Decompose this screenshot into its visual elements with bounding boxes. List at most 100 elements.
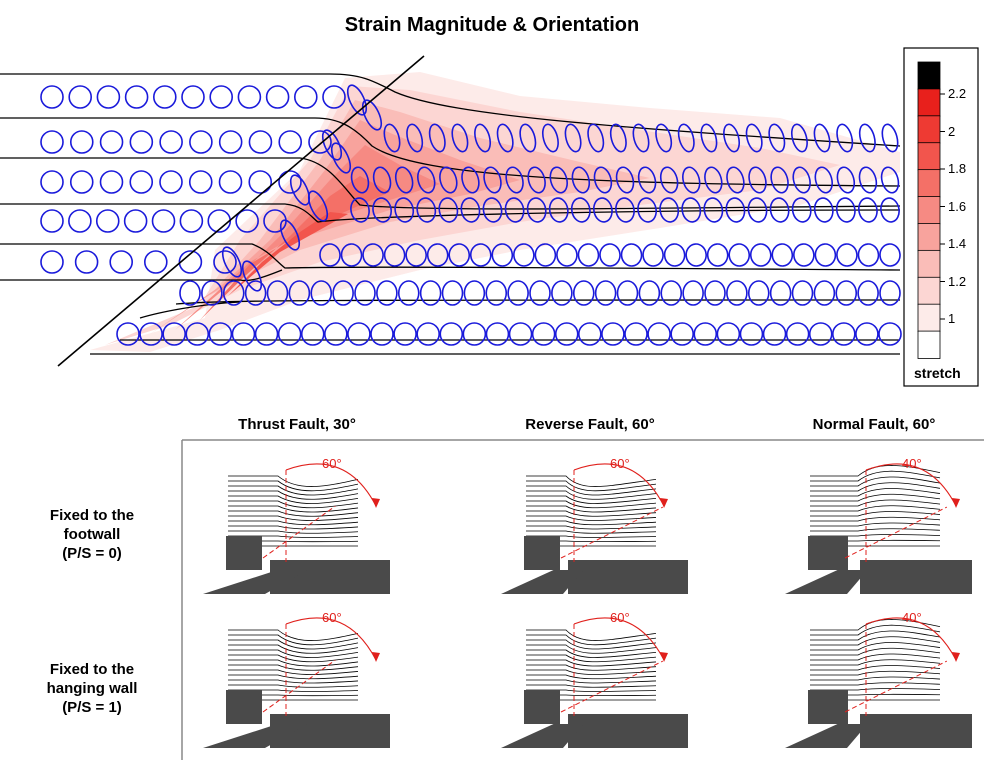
panel-layer-line <box>228 485 359 496</box>
strain-marker <box>564 123 582 153</box>
strain-marker <box>109 250 133 274</box>
strain-marker <box>354 280 376 306</box>
strain-marker <box>769 280 792 306</box>
panel-layer-line <box>810 665 941 671</box>
strain-marker <box>704 166 723 194</box>
strain-marker <box>881 123 899 153</box>
strain-marker <box>248 170 273 194</box>
angle-arrowhead <box>952 498 960 508</box>
panel-layer-line <box>228 495 359 504</box>
strain-marker <box>814 166 833 194</box>
fault-wedge <box>501 570 584 594</box>
strain-marker <box>632 123 650 153</box>
colorbar-tick-label: 1.8 <box>948 161 967 176</box>
strain-marker <box>572 280 595 306</box>
panel-layer-line <box>228 515 359 521</box>
strain-marker <box>376 280 398 306</box>
strain-marker <box>808 322 833 346</box>
panel-2-1: 40° <box>785 610 972 748</box>
strain-marker <box>745 123 763 153</box>
panel-layer-line <box>526 535 657 538</box>
strain-marker <box>277 322 302 346</box>
strain-marker <box>531 322 556 346</box>
strain-marker <box>278 170 302 194</box>
panel-layer-line <box>228 689 359 692</box>
strain-marker <box>123 209 148 233</box>
strain-marker <box>185 322 210 346</box>
figure-title: Strain Magnitude & Orientation <box>344 14 640 36</box>
angle-arc <box>573 463 665 507</box>
strain-marker <box>162 322 186 346</box>
angle-label: 60° <box>610 456 630 471</box>
angle-arc <box>573 617 665 661</box>
panel-layer-line <box>228 669 359 675</box>
strain-marker <box>218 130 243 154</box>
strain-marker <box>609 123 627 153</box>
strain-marker <box>485 322 510 346</box>
strain-marker <box>527 166 546 194</box>
strain-marker <box>682 166 701 194</box>
panel-layer-line <box>526 644 657 654</box>
hanging-block <box>524 690 560 724</box>
strain-marker <box>428 123 446 153</box>
strain-marker <box>181 85 205 109</box>
strain-marker <box>599 243 621 267</box>
strain-marker <box>231 322 256 346</box>
strain-marker <box>179 209 204 233</box>
strain-marker <box>593 197 613 223</box>
panel-layer-line <box>228 679 359 684</box>
strain-marker <box>655 123 673 153</box>
strain-marker <box>549 166 568 194</box>
strain-marker <box>321 129 343 161</box>
panel-layer-line <box>228 654 359 663</box>
strain-marker <box>95 209 120 233</box>
row-label-hanging-line3: (P/S = 1) <box>62 699 122 716</box>
strain-marker <box>139 322 163 346</box>
colorbar-step <box>917 276 941 306</box>
strain-marker <box>813 197 834 223</box>
layer-boundary <box>0 243 901 271</box>
strain-marker <box>534 243 557 267</box>
strain-marker <box>491 243 514 267</box>
hanging-block <box>524 536 560 570</box>
strain-zone <box>120 100 650 340</box>
footwall-block <box>568 560 688 594</box>
strain-marker <box>726 280 748 306</box>
strain-marker <box>405 243 427 267</box>
strain-marker <box>237 85 262 109</box>
strain-marker <box>858 123 876 153</box>
strain-marker <box>879 243 901 267</box>
strain-marker <box>637 166 657 194</box>
strain-marker <box>693 322 718 346</box>
hanging-block <box>226 690 262 724</box>
hanging-block <box>808 690 848 724</box>
strain-marker <box>747 280 770 306</box>
column-header-thrust: Thrust Fault, 30° <box>238 416 356 433</box>
panel-layer-line <box>526 500 657 509</box>
strain-marker <box>319 243 341 267</box>
strain-marker <box>340 243 363 267</box>
layer-boundary <box>0 117 901 187</box>
strain-marker <box>615 166 635 194</box>
strain-marker <box>835 280 858 306</box>
panel-layer-line <box>810 688 941 691</box>
strain-marker <box>771 243 794 267</box>
colorbar <box>903 47 979 387</box>
strain-marker <box>372 166 392 194</box>
panel-layer-line <box>228 659 359 667</box>
colorbar-step <box>917 61 941 90</box>
panel-layer-line <box>526 485 657 496</box>
strain-marker <box>179 280 201 306</box>
fault-trace <box>560 506 663 559</box>
strain-marker <box>461 166 480 194</box>
strain-marker <box>451 123 469 153</box>
panel-layer-line <box>228 694 359 697</box>
strain-marker <box>601 322 625 346</box>
strain-marker <box>792 166 811 194</box>
strain-marker <box>507 280 529 306</box>
strain-marker <box>201 280 223 306</box>
panel-layer-line <box>810 676 941 681</box>
row-label-footwall-line1: Fixed to the <box>49 507 135 524</box>
strain-marker <box>178 250 203 274</box>
panel-layer-line <box>810 619 941 631</box>
